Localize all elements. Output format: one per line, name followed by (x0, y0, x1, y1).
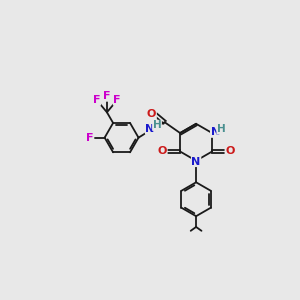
Text: H: H (153, 120, 161, 130)
Text: O: O (147, 109, 156, 119)
Text: F: F (103, 91, 111, 101)
Text: O: O (225, 146, 235, 157)
Text: N: N (211, 127, 220, 137)
Text: O: O (158, 146, 167, 157)
Text: H: H (217, 124, 226, 134)
Text: F: F (113, 95, 121, 105)
Text: F: F (93, 95, 100, 105)
Text: F: F (86, 133, 94, 142)
Text: N: N (191, 157, 201, 166)
Text: N: N (146, 124, 155, 134)
